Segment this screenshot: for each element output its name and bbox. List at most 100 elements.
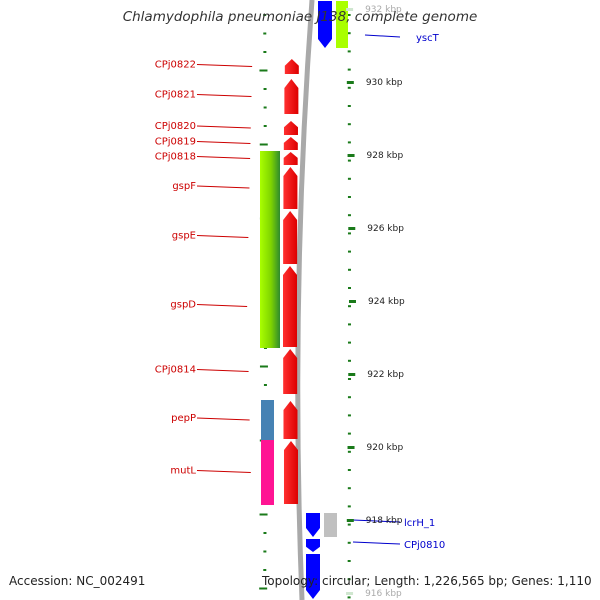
reverse-gene-arrow [318, 1, 332, 48]
ruler-dash [263, 106, 267, 109]
ruler-dash [347, 105, 351, 107]
ruler-dash [347, 250, 351, 253]
reverse-gene-arrow [306, 554, 320, 599]
forward-gene-arrow [283, 137, 298, 150]
ruler-dash [259, 69, 268, 72]
ruler-dash [347, 159, 351, 162]
gene-leader-line [196, 470, 251, 473]
ruler-dash [259, 587, 268, 590]
scale-tick-label: 920 kbp [367, 443, 404, 453]
cog-block [260, 151, 280, 166]
forward-gene-arrow [283, 152, 298, 165]
gene-label: lcrH_1 [404, 518, 435, 529]
ruler-dash [263, 125, 267, 127]
ruler-dash [347, 596, 351, 599]
gene-labels: CPj0822 CPj0821 CPj0820 CPj0819 CPj0818 gspF g… [155, 33, 446, 551]
gene-label: mutL [170, 466, 196, 477]
ruler-dash [259, 143, 268, 146]
gene-leader-line [196, 141, 251, 144]
backbone-arc [295, 0, 315, 600]
cog-block [336, 1, 348, 48]
ruler-dash [347, 560, 351, 562]
ruler-dash [347, 341, 351, 344]
ruler-dash [263, 51, 267, 53]
ruler-dash [347, 32, 351, 35]
ruler-dash [347, 305, 351, 308]
gene-leader-line [352, 519, 401, 523]
cog-block [324, 513, 337, 537]
ruler-dash [259, 513, 268, 516]
ruler-dash [347, 523, 351, 526]
ruler-dash [347, 323, 351, 326]
ruler-dash [347, 487, 351, 490]
ruler-dash [347, 123, 351, 126]
gene-leader-line [196, 235, 249, 238]
scale-ticks: 932 kbp 930 kbp 928 kbp 926 kbp 924 kbp 922 k… [346, 5, 405, 599]
gene-label: gspF [172, 181, 196, 192]
reverse-gene-arrow [306, 539, 320, 552]
ruler-dash [263, 14, 267, 16]
forward-gene-arrow [283, 167, 298, 209]
ruler-dash [259, 365, 268, 368]
gene-leader-line [196, 185, 250, 189]
gene-leader-line [196, 94, 252, 97]
gene-label: CPj0818 [155, 152, 196, 163]
gene-label: CPj0810 [404, 540, 445, 551]
gene-label: CPj0822 [155, 60, 196, 71]
ruler-dash [347, 141, 351, 144]
scale-tick-mark [348, 227, 356, 230]
gene-label: CPj0821 [155, 90, 196, 101]
ruler-dash [263, 550, 267, 553]
gene-leader-line [196, 369, 249, 372]
forward-gene-arrow [283, 441, 298, 504]
scale-tick-label: 918 kbp [366, 516, 403, 526]
gene-label: CPj0820 [155, 121, 196, 132]
forward-gene-arrow [283, 349, 298, 394]
ruler-dash [347, 541, 351, 544]
gene-leader-line [364, 34, 401, 38]
scale-tick-label: 922 kbp [367, 370, 404, 380]
ruler-dash [347, 432, 351, 435]
ruler-dash [347, 287, 351, 289]
scale-tick-mark [346, 81, 354, 84]
scale-tick-mark [347, 154, 355, 157]
ruler-dash [347, 196, 351, 198]
ruler-dash [347, 50, 351, 53]
gene-label: CPj0819 [155, 137, 196, 148]
gene-leader-line [196, 156, 251, 159]
ruler-dash [347, 505, 351, 508]
ruler-dash [347, 578, 351, 581]
reverse-gene-arrow [306, 513, 320, 537]
ruler-dash [347, 268, 351, 271]
scale-tick-mark [347, 446, 355, 449]
forward-gene-arrow [283, 266, 298, 347]
ruler-dash [263, 532, 267, 534]
ruler-dash [263, 88, 267, 90]
ruler-dash [347, 14, 351, 16]
scale-tick-mark [348, 300, 356, 303]
cog-block [260, 210, 280, 265]
scale-tick-mark [346, 519, 354, 522]
scale-tick-label: 924 kbp [368, 297, 405, 307]
map-title: Chlamydophila pneumoniae J138, complete … [122, 9, 478, 25]
scale-tick-mark [346, 8, 354, 11]
ruler-dash [347, 177, 351, 180]
forward-gene-arrow [283, 211, 298, 264]
cog-block [260, 265, 280, 348]
ruler-dash [263, 384, 267, 386]
gene-leader-line [196, 417, 250, 421]
gene-label-leaders [196, 34, 401, 545]
gene-label: yscT [416, 33, 440, 44]
ruler-dash [347, 214, 351, 217]
accession-label: Accession: NC_002491 [9, 574, 146, 588]
scale-tick-label: 916 kbp [365, 589, 402, 599]
ruler-dash [347, 68, 351, 71]
forward-gene-arrow [284, 59, 299, 74]
ruler-dash [263, 569, 267, 571]
scale-tick-label: 926 kbp [367, 224, 404, 234]
forward-gene-track [283, 59, 299, 504]
cog-track [260, 1, 348, 537]
forward-gene-arrow [283, 121, 298, 135]
gene-label: CPj0814 [155, 365, 196, 376]
